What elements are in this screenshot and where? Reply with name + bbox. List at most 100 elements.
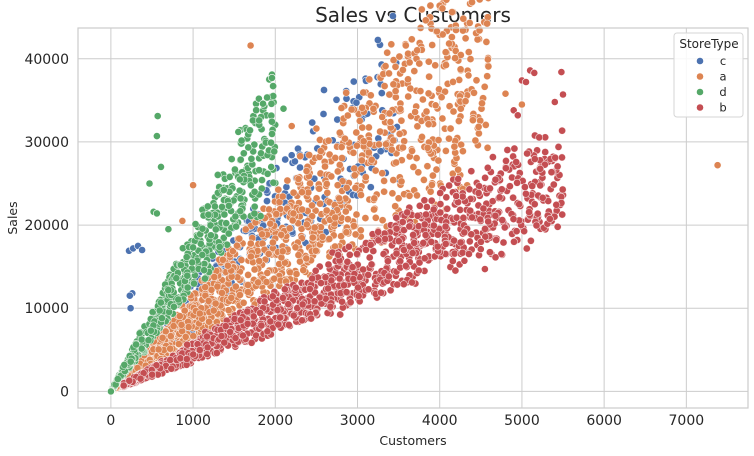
data-point (204, 210, 213, 219)
data-point (423, 143, 432, 152)
data-point (311, 266, 320, 275)
data-point (403, 208, 412, 217)
data-point (280, 285, 289, 294)
data-point (225, 172, 234, 181)
data-point (422, 210, 430, 219)
data-point (380, 82, 389, 90)
data-point (492, 236, 501, 244)
data-point (450, 236, 458, 245)
data-point (230, 165, 239, 174)
data-point (336, 310, 345, 319)
data-point (458, 192, 467, 201)
data-point (498, 216, 507, 224)
data-point (289, 209, 298, 218)
data-point (384, 272, 393, 281)
data-point (316, 147, 325, 155)
data-point (411, 108, 419, 116)
data-point (324, 284, 332, 293)
data-point (547, 168, 556, 177)
data-point (391, 202, 400, 211)
data-point (136, 374, 145, 383)
data-point (307, 314, 315, 323)
data-point (458, 248, 467, 257)
data-point (182, 355, 191, 363)
data-point (373, 36, 382, 44)
data-point (497, 185, 506, 194)
data-point (437, 93, 446, 102)
data-point (203, 350, 211, 358)
data-point (218, 288, 226, 297)
y-tick-label: 0 (60, 384, 69, 400)
data-point (483, 13, 492, 22)
data-point (257, 321, 266, 330)
data-point (413, 191, 421, 200)
data-point (231, 212, 240, 221)
data-point (169, 322, 178, 330)
data-point (237, 136, 246, 145)
data-point (456, 65, 465, 74)
data-point (433, 230, 442, 239)
data-point (269, 82, 277, 90)
data-point (425, 72, 433, 81)
data-point (203, 343, 212, 352)
data-point (558, 185, 567, 194)
data-point (298, 205, 306, 214)
data-point (227, 155, 236, 163)
data-point (441, 222, 450, 231)
data-point (460, 228, 469, 237)
data-point (381, 62, 390, 70)
data-point (276, 313, 284, 322)
data-point (423, 162, 432, 171)
data-point (450, 142, 459, 151)
data-point (484, 217, 493, 226)
data-point (355, 117, 364, 125)
data-point (552, 200, 561, 209)
data-point (224, 229, 233, 238)
data-point (263, 268, 272, 277)
data-point (481, 224, 489, 233)
data-point (380, 176, 388, 185)
legend-title: StoreType (679, 37, 738, 51)
data-point (553, 222, 562, 231)
data-point (408, 249, 417, 257)
data-point (468, 116, 477, 125)
data-point (233, 241, 241, 250)
data-point (510, 144, 519, 153)
data-point (176, 354, 185, 363)
data-point (476, 215, 485, 224)
data-point (557, 68, 566, 76)
data-point (420, 254, 429, 263)
data-point (215, 242, 224, 251)
data-point (442, 193, 451, 202)
data-point (249, 312, 258, 321)
data-point (190, 279, 198, 288)
data-point (338, 154, 346, 162)
data-point (273, 306, 282, 314)
data-point (138, 246, 146, 254)
y-tick-label: 20000 (24, 218, 69, 234)
data-point (419, 238, 428, 247)
data-point (337, 143, 346, 151)
data-point (483, 72, 492, 81)
y-axis-ticks: 0 10000 20000 30000 40000 (24, 52, 69, 401)
data-point (259, 99, 267, 108)
data-point (536, 164, 545, 173)
data-point (509, 215, 518, 223)
data-point (364, 148, 373, 157)
data-point (499, 238, 508, 247)
data-point (354, 283, 362, 292)
data-point (369, 104, 378, 113)
data-point (279, 104, 288, 113)
data-point (296, 163, 304, 172)
data-point (268, 74, 276, 82)
data-point (385, 69, 393, 78)
data-point (320, 86, 328, 94)
data-point (501, 89, 510, 98)
data-point (378, 113, 387, 121)
data-point (349, 148, 358, 157)
legend-label: a (719, 70, 726, 84)
data-point (484, 62, 493, 71)
data-point (366, 183, 375, 192)
data-point (154, 345, 163, 354)
